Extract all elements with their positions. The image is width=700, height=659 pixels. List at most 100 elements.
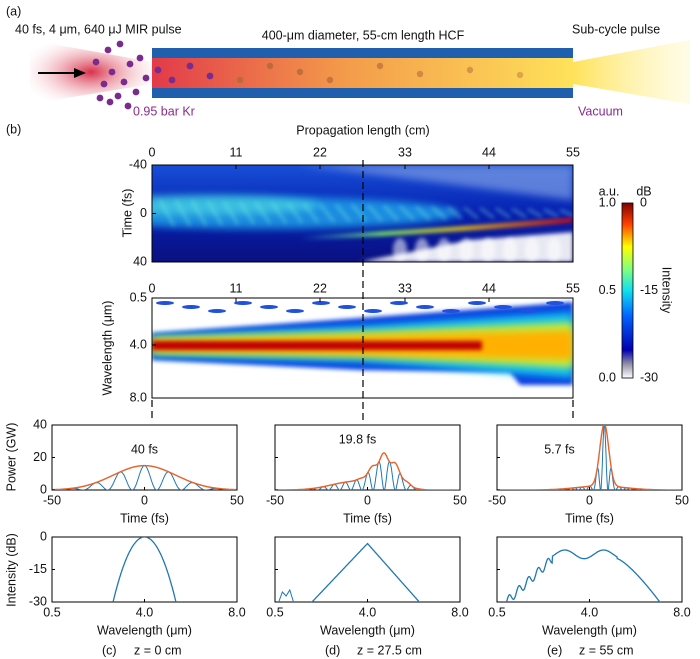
fringe xyxy=(335,203,351,223)
label: 50 xyxy=(230,493,244,507)
label: Time (fs) xyxy=(343,511,392,525)
axis-frame xyxy=(496,424,683,491)
label: Wavelength (μm) xyxy=(542,623,637,637)
map-core xyxy=(152,341,482,350)
label: 0 xyxy=(364,493,371,507)
fringe xyxy=(459,238,473,262)
fringe xyxy=(351,203,367,223)
gas-atom xyxy=(100,80,108,88)
fringe xyxy=(447,206,463,220)
gas-atom xyxy=(266,62,274,70)
spectral-fringes xyxy=(156,301,564,313)
gas-atom xyxy=(104,46,112,54)
label: 44 xyxy=(482,145,496,159)
fringe xyxy=(312,301,330,305)
label: 0.0 xyxy=(599,370,616,384)
label: Wavelength (μm) xyxy=(97,623,192,637)
fringe xyxy=(431,205,447,221)
fringe xyxy=(174,199,192,227)
fringe xyxy=(479,206,495,220)
label: 22 xyxy=(313,145,327,159)
gas-atom xyxy=(142,74,150,82)
fringe xyxy=(415,205,431,221)
fringe xyxy=(511,207,527,219)
fringe xyxy=(319,203,335,223)
label: 8.0 xyxy=(228,605,245,619)
label: 0 xyxy=(586,493,593,507)
fiber-wall xyxy=(152,48,573,58)
gas-atom xyxy=(466,66,474,74)
gas-atom xyxy=(206,72,214,80)
fringe xyxy=(481,238,495,262)
output-beam xyxy=(573,40,690,104)
label: 50 xyxy=(675,493,689,507)
label: 0.5 xyxy=(43,605,60,619)
label: 8.0 xyxy=(130,390,147,404)
label: 0 xyxy=(40,482,47,496)
label: 11 xyxy=(230,145,243,159)
gas-atom xyxy=(326,76,334,84)
envelope-curve xyxy=(275,452,460,490)
label: Time (fs) xyxy=(120,189,134,238)
gas-atom xyxy=(108,68,116,76)
label: 0 xyxy=(141,493,148,507)
axis-frame xyxy=(51,536,238,603)
label: 4.0 xyxy=(581,605,598,619)
label: 0 xyxy=(149,281,156,295)
label: 0 xyxy=(140,206,147,220)
compressed-pulse xyxy=(299,218,573,240)
fringe xyxy=(383,204,399,222)
label: Vacuum xyxy=(578,104,623,118)
label: 40 xyxy=(33,417,47,431)
gas-atom xyxy=(136,54,144,62)
label: 0.95 bar Kr xyxy=(133,104,195,118)
label: (e) xyxy=(547,643,562,657)
label: (a) xyxy=(6,4,21,18)
input-beam xyxy=(30,40,152,104)
label: Time (fs) xyxy=(120,511,169,525)
label: Intensity (dB) xyxy=(4,533,18,607)
label: -50 xyxy=(488,493,506,507)
time-map xyxy=(152,165,573,262)
gas-atom xyxy=(114,92,122,100)
label: 50 xyxy=(453,493,467,507)
axis-frame xyxy=(496,536,683,603)
label: z = 55 cm xyxy=(579,643,634,657)
gas-atom xyxy=(154,66,162,74)
label: 0 xyxy=(640,195,647,209)
fringe xyxy=(525,238,539,262)
map-region xyxy=(300,165,573,200)
fringe xyxy=(527,208,543,218)
fringe xyxy=(520,309,538,313)
fringe xyxy=(390,301,408,305)
fringe xyxy=(338,305,356,309)
fringe xyxy=(442,309,460,313)
fringe xyxy=(559,208,573,217)
fringe xyxy=(286,309,304,313)
gas-atom xyxy=(124,102,132,110)
gas-atom xyxy=(236,76,244,84)
fringe xyxy=(393,238,407,262)
label: 33 xyxy=(398,281,412,295)
fringe xyxy=(302,202,320,224)
label: 0.5 xyxy=(130,290,147,304)
colorbar xyxy=(621,202,634,379)
fringe xyxy=(222,200,240,226)
label: 20 xyxy=(33,450,47,464)
gas-atom xyxy=(92,58,100,66)
field-curve xyxy=(497,425,682,490)
fringe xyxy=(238,201,256,225)
fringe xyxy=(260,305,278,309)
fringe xyxy=(416,305,434,309)
fringe xyxy=(156,301,174,305)
label: -30 xyxy=(29,594,47,608)
label: 4.0 xyxy=(136,605,153,619)
label: 4.0 xyxy=(130,337,147,351)
label: -30 xyxy=(640,370,658,384)
fringe xyxy=(234,301,252,305)
label: Sub-cycle pulse xyxy=(572,22,660,36)
fringe xyxy=(254,201,272,225)
fringe xyxy=(503,238,517,262)
